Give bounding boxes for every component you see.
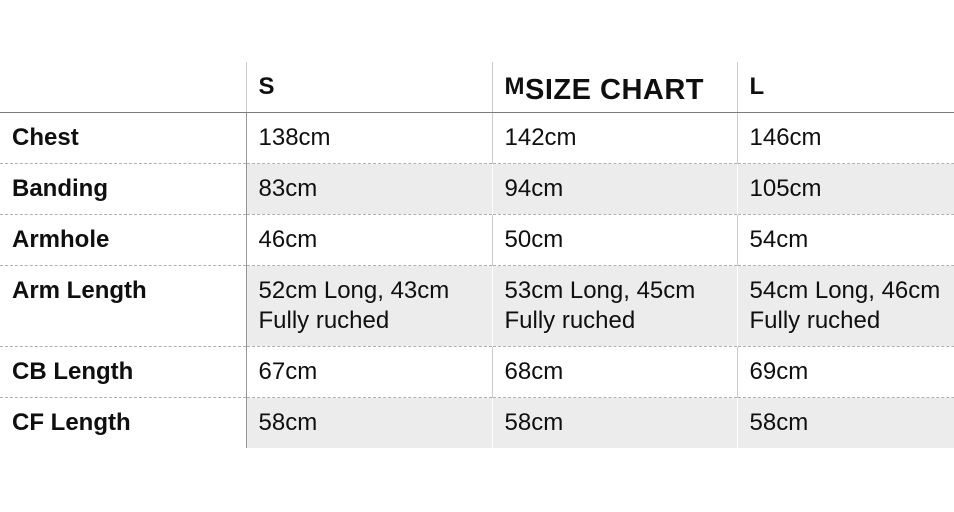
cell-banding-m: 94cm xyxy=(491,163,737,215)
cell-banding-s: 83cm xyxy=(245,163,492,215)
cell-arm-length-m: 53cm Long, 45cm Fully ruched xyxy=(491,265,737,347)
page-title: SIZE CHART xyxy=(525,74,704,106)
cell-cf-length-s: 58cm xyxy=(245,397,492,448)
cell-chest-m: 142cm xyxy=(491,112,737,164)
header-row: S M L xyxy=(0,62,954,113)
row-label-cf-length: CF Length xyxy=(0,397,246,448)
row-label-armhole: Armhole xyxy=(0,214,246,266)
cell-chest-l: 146cm xyxy=(736,112,954,164)
column-header-s: S xyxy=(245,62,492,113)
cell-cb-length-l: 69cm xyxy=(736,346,954,398)
cell-cf-length-l: 58cm xyxy=(736,397,954,448)
table-row-cf-length: CF Length 58cm 58cm 58cm xyxy=(0,397,954,448)
table-row-cb-length: CB Length 67cm 68cm 69cm xyxy=(0,346,954,398)
column-header-l: L xyxy=(736,62,954,113)
cell-arm-length-s: 52cm Long, 43cm Fully ruched xyxy=(245,265,492,347)
cell-armhole-s: 46cm xyxy=(245,214,492,266)
cell-cb-length-s: 67cm xyxy=(245,346,492,398)
row-label-banding: Banding xyxy=(0,163,246,215)
table-row-chest: Chest 138cm 142cm 146cm xyxy=(0,112,954,164)
cell-cb-length-m: 68cm xyxy=(491,346,737,398)
cell-armhole-l: 54cm xyxy=(736,214,954,266)
table-row-arm-length: Arm Length 52cm Long, 43cm Fully ruched … xyxy=(0,265,954,347)
size-chart-table: S M L Chest 138cm 142cm 146cm Banding 83… xyxy=(0,62,954,448)
cell-armhole-m: 50cm xyxy=(491,214,737,266)
cell-arm-length-l: 54cm Long, 46cm Fully ruched xyxy=(736,265,954,347)
cell-chest-s: 138cm xyxy=(245,112,492,164)
row-label-arm-length: Arm Length xyxy=(0,265,246,347)
row-label-cb-length: CB Length xyxy=(0,346,246,398)
cell-banding-l: 105cm xyxy=(736,163,954,215)
corner-cell xyxy=(0,62,246,113)
table-row-armhole: Armhole 46cm 50cm 54cm xyxy=(0,214,954,266)
row-label-chest: Chest xyxy=(12,124,79,151)
table-row-banding: Banding 83cm 94cm 105cm xyxy=(0,163,954,215)
cell-cf-length-m: 58cm xyxy=(491,397,737,448)
column-header-m: M xyxy=(491,62,737,113)
